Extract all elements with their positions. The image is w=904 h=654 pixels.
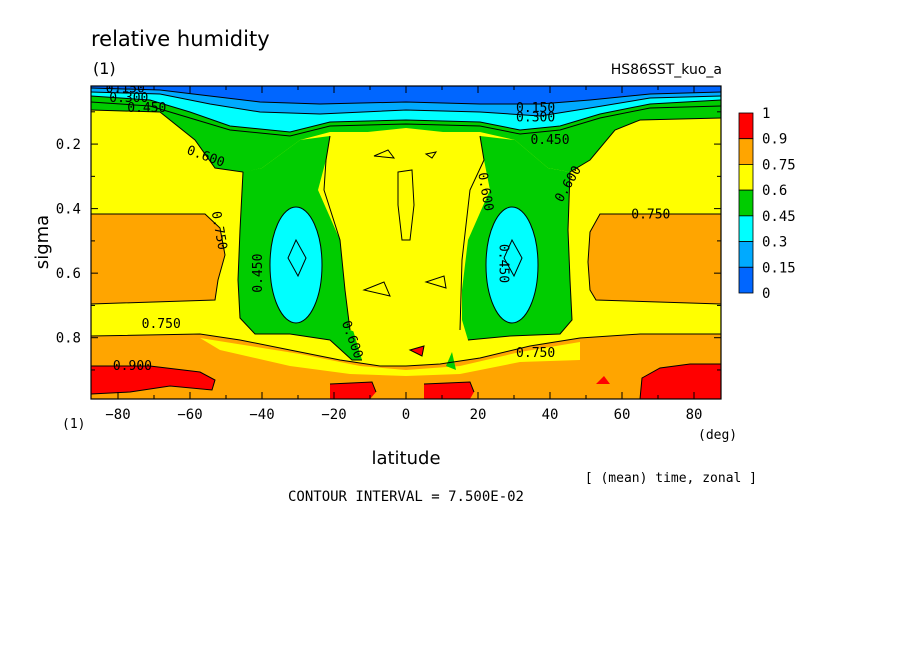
band-090-100-se (640, 364, 721, 399)
band-030-045-left-core (270, 207, 322, 323)
legend-swatch (738, 266, 754, 294)
legend-level-label: 0.3 (762, 235, 787, 251)
legend-swatch (738, 138, 754, 165)
y-axis-label: sigma (32, 215, 53, 269)
legend-level-label: 0.45 (762, 209, 796, 225)
contour-label: 0.450 (251, 254, 266, 293)
contour-label: 0.750 (142, 317, 181, 332)
x-tick-label: −60 (177, 407, 202, 423)
band-060-075-lower (200, 338, 580, 376)
x-tick-label: −80 (105, 407, 130, 423)
y-tick-label: 0.2 (56, 137, 81, 153)
contour-label: 0.600 (474, 171, 496, 212)
x-tick-label: 40 (542, 407, 559, 423)
contour-label: 0.750 (631, 207, 670, 222)
y-tick-label: 0.8 (56, 331, 81, 347)
contour-label: 0.450 (496, 244, 511, 283)
band-060-075-center (324, 128, 484, 342)
contour-label: 0.450 (530, 133, 569, 148)
y-tick-label: 0.4 (56, 202, 81, 218)
legend-level-label: 0 (762, 286, 770, 302)
x-tick-label: 60 (614, 407, 631, 423)
contour-field: 0.1500.3000.4500.6000.7500.4500.7500.900… (91, 81, 721, 399)
x-tick-label: −40 (249, 407, 274, 423)
averaging-note: [ (mean) time, zonal ] (585, 471, 757, 486)
y-axis-unit: (1) (62, 417, 85, 432)
chart-title: relative humidity (91, 27, 270, 51)
legend-swatch (738, 241, 754, 268)
band-090-100-c2 (424, 382, 474, 399)
band-075-090-right (588, 214, 721, 304)
band-045-060-dot (446, 352, 456, 370)
contour-lines (91, 87, 721, 399)
contour-label: 0.900 (113, 359, 152, 374)
legend-level-label: 1 (762, 106, 770, 122)
band-090-100-c1 (330, 382, 376, 399)
legend-level-label: 0.75 (762, 157, 796, 173)
contour-label: 0.150 (516, 101, 555, 116)
contour-label: 0.300 (109, 91, 148, 106)
legend-swatch (738, 189, 754, 217)
contour-label: 0.750 (208, 210, 230, 251)
legend-swatch (738, 164, 754, 191)
contour-label: 0.150 (106, 81, 145, 96)
color-legend: 1 0.9 0.75 0.6 0.45 0.3 0.15 0 (738, 106, 796, 302)
legend-swatch (738, 112, 754, 140)
contour-label: 0.450 (127, 101, 166, 116)
contour-label: 0.750 (516, 346, 555, 361)
band-030-045-right-core (486, 207, 538, 323)
legend-swatch (738, 215, 754, 242)
y-tick-label: 0.6 (56, 266, 81, 282)
contour-label: 0.300 (516, 110, 555, 125)
band-000-015 (91, 86, 721, 104)
legend-level-label: 0.6 (762, 183, 787, 199)
experiment-name: HS86SST_kuo_a (611, 62, 722, 78)
legend-level-label: 0.9 (762, 132, 787, 148)
band-090-100-c4 (410, 346, 424, 356)
x-tick-label: 0 (402, 407, 410, 423)
contour-interval: CONTOUR INTERVAL = 7.500E-02 (288, 489, 524, 505)
chart-subtitle: (1) (93, 59, 116, 78)
band-075-090-left (91, 214, 225, 304)
x-tick-label: 20 (470, 407, 487, 423)
x-tick-label: 80 (686, 407, 703, 423)
legend-level-label: 0.15 (762, 260, 796, 276)
x-tick-label: −20 (321, 407, 346, 423)
x-axis: −80 −60 −40 −20 0 20 40 60 80 (105, 86, 702, 423)
x-axis-unit: (deg) (698, 428, 737, 443)
x-axis-label: latitude (371, 448, 440, 469)
band-090-100-c3 (596, 376, 610, 384)
y-axis: 0.2 0.4 0.6 0.8 (56, 111, 721, 371)
